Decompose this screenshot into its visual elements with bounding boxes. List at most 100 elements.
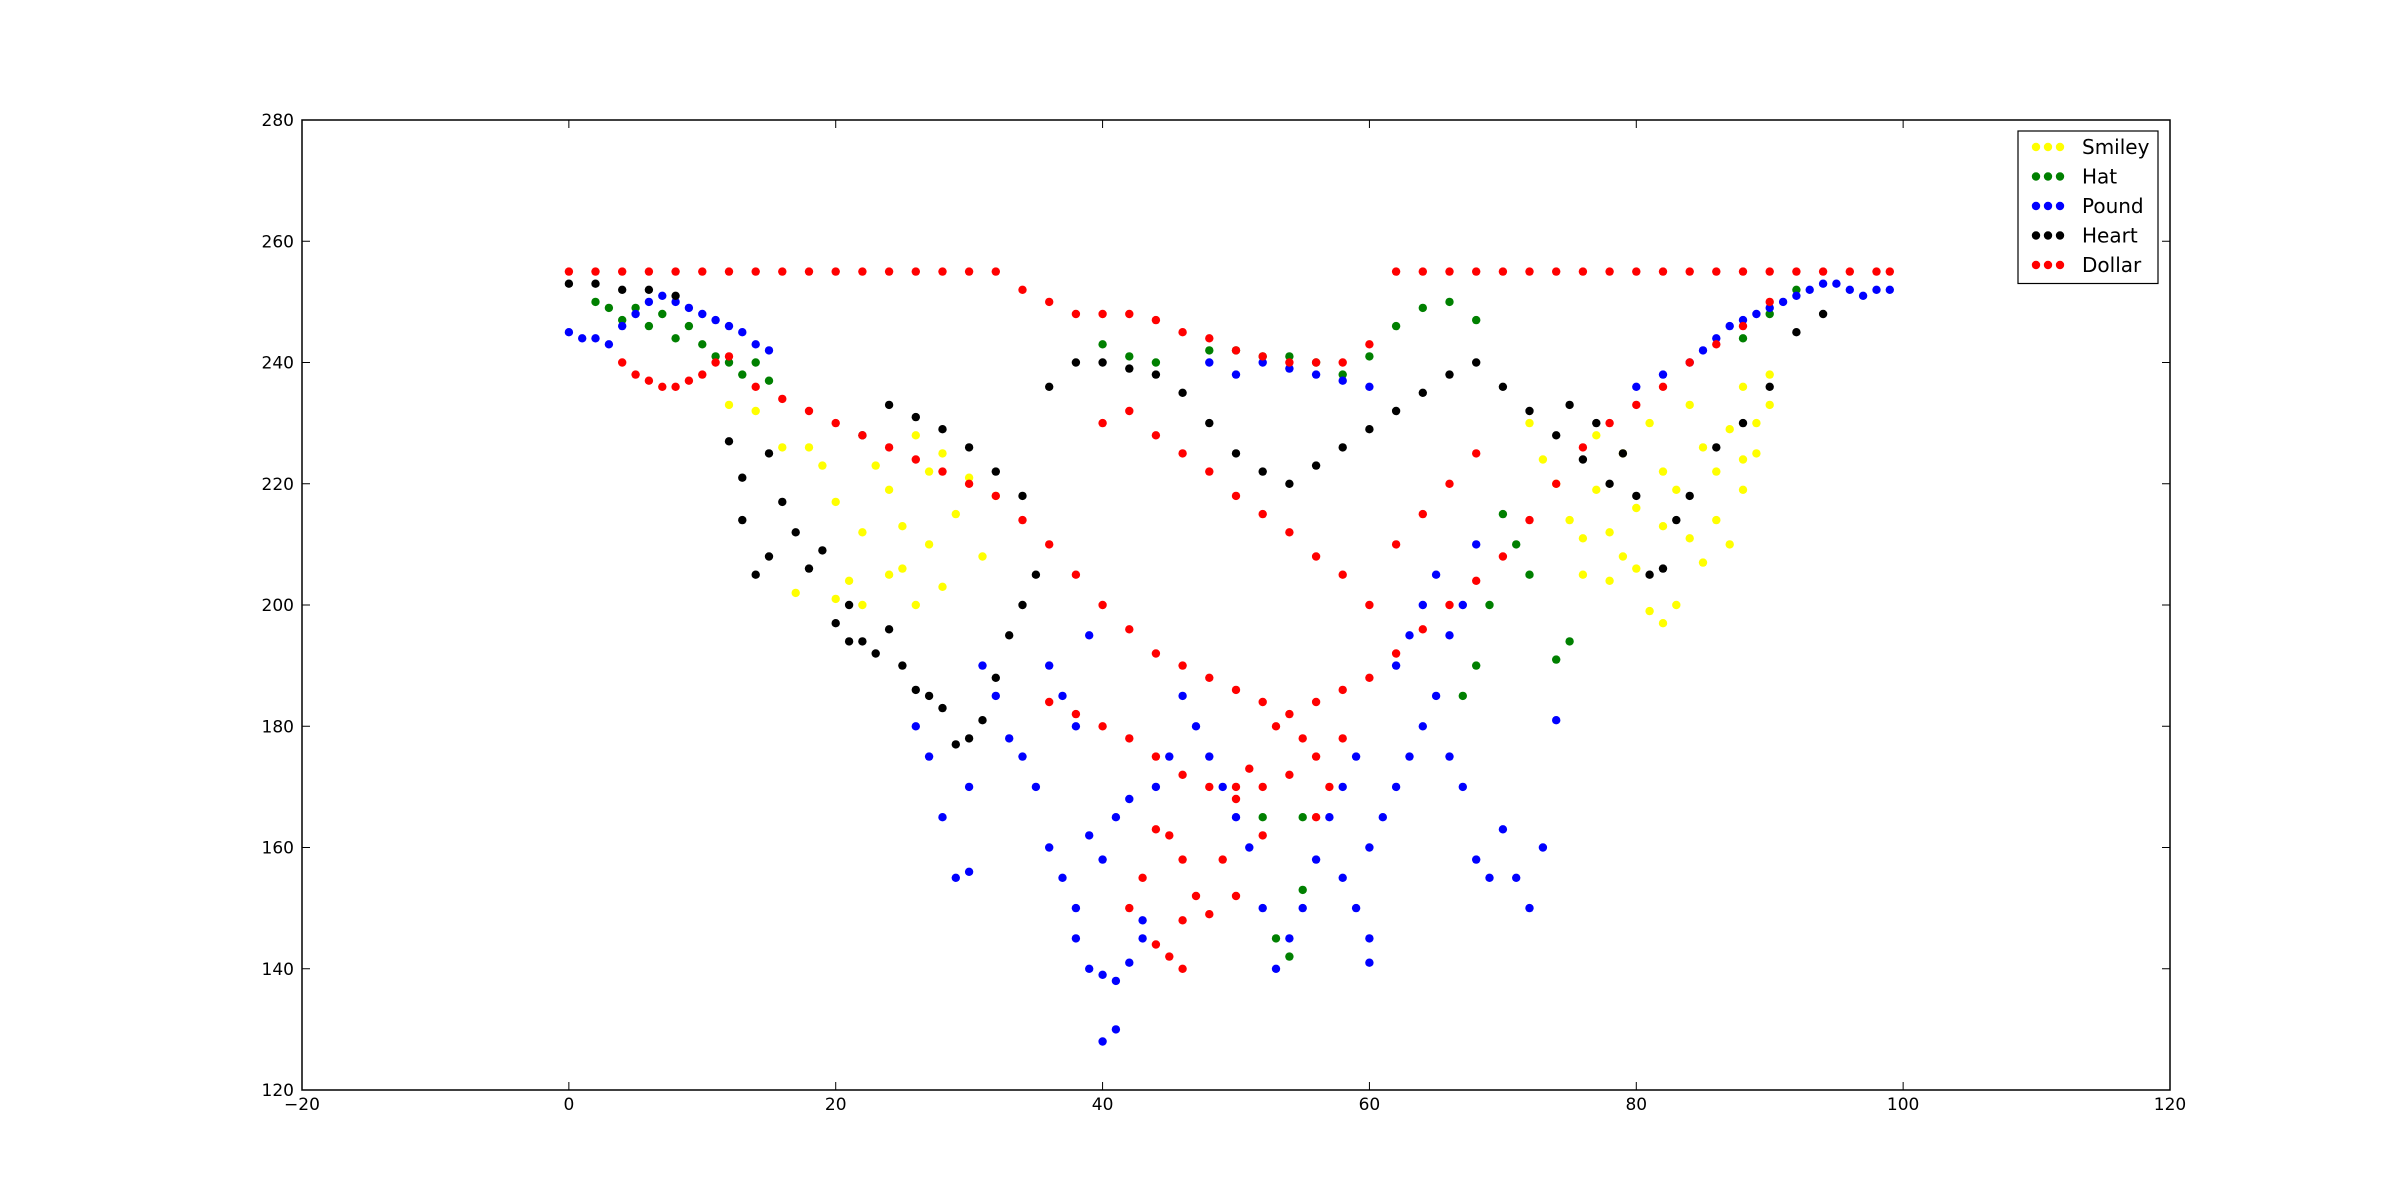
point-hat-15 [1125,352,1134,361]
point-smiley-23 [964,473,974,482]
point-pound-41 [964,867,974,876]
point-hat-30 [1525,570,1534,579]
point-heart-61 [1632,491,1641,501]
point-heart-14 [818,546,827,555]
point-pound-19 [1125,958,1134,967]
point-dollar-140 [1338,570,1347,579]
point-pound-86 [1445,631,1454,640]
x-tick-label-5: 80 [1625,1095,1647,1115]
point-smiley-59 [1752,418,1761,428]
point-pound-76 [1485,873,1494,882]
point-dollar-61 [778,394,787,404]
y-tick-label-2: 160 [262,839,294,859]
point-pound-42 [938,813,947,822]
point-pound-105 [1805,285,1814,294]
point-heart-1 [591,279,600,288]
point-dollar-52 [631,370,640,379]
point-pound-84 [1418,600,1428,610]
point-pound-104 [1792,291,1801,300]
point-pound-16 [1098,1037,1107,1046]
point-heart-36 [964,443,974,452]
point-dollar-128 [1325,782,1334,792]
point-heart-6 [738,473,747,482]
point-heart-45 [1205,418,1214,428]
point-pound-18 [1111,976,1121,986]
point-dollar-113 [1151,825,1161,834]
point-smiley-60 [1765,400,1774,410]
point-dollar-83 [1365,673,1374,682]
point-pound-52 [1218,782,1227,792]
point-dollar-117 [1191,891,1201,901]
point-heart-33 [884,400,894,410]
point-dollar-48 [1845,267,1855,276]
point-dollar-80 [1285,709,1294,719]
point-smiley-1 [751,406,760,416]
point-smiley-44 [1658,619,1668,628]
point-dollar-28 [1311,358,1321,367]
point-dollar-142 [1391,540,1401,549]
point-pound-65 [1351,903,1361,913]
point-pound-8 [671,297,680,307]
point-dollar-102 [1125,734,1134,743]
point-smiley-26 [1525,418,1534,428]
point-heart-57 [1525,406,1534,416]
data-points [564,267,1895,1046]
point-dollar-79 [1258,697,1267,707]
point-smiley-50 [1698,558,1708,567]
point-pound-85 [1431,570,1441,579]
point-smiley-34 [1605,528,1614,537]
point-heart-3 [644,285,654,294]
point-heart-18 [858,637,867,646]
point-dollar-118 [1205,910,1214,919]
point-hat-12 [751,358,760,367]
point-pound-28 [1085,831,1094,840]
point-pound-29 [1098,855,1107,864]
point-dollar-16 [991,267,1000,276]
point-smiley-46 [1672,600,1681,610]
y-tick-label-0: 120 [262,1081,294,1101]
point-pound-66 [1338,873,1347,882]
point-smiley-31 [1578,570,1588,579]
point-heart-35 [938,425,947,434]
point-heart-16 [844,600,854,610]
point-heart-62 [1658,564,1668,573]
point-pound-15 [764,346,774,355]
legend-label-hat: Hat [2082,165,2117,189]
point-pound-5 [631,309,640,319]
point-dollar-132 [1125,406,1134,416]
point-dollar-74 [1125,625,1134,634]
point-dollar-23 [1178,328,1187,337]
point-smiley-2 [778,443,787,452]
point-pound-74 [1458,782,1468,792]
point-hat-39 [1472,661,1481,670]
point-heart-17 [844,637,854,646]
y-tick-label-3: 180 [262,717,294,737]
point-pound-49 [1178,691,1187,701]
point-heart-7 [738,515,747,525]
legend: Smiley Hat Pound Heart Dollar [2017,130,2159,285]
point-pound-13 [738,328,747,337]
point-heart-65 [1645,570,1654,579]
point-dollar-129 [1258,831,1267,840]
point-hat-17 [1205,346,1214,355]
point-pound-32 [1151,782,1161,792]
y-tick-label-7: 260 [262,232,294,252]
point-smiley-38 [1632,503,1641,513]
legend-marker-pound-0 [2031,201,2041,211]
point-smiley-20 [938,449,947,458]
point-pound-82 [1391,661,1401,670]
point-smiley-57 [1738,455,1748,464]
point-dollar-38 [1578,267,1588,276]
legend-label-pound: Pound [2082,194,2144,218]
point-hat-8 [698,340,707,349]
point-dollar-24 [1205,334,1214,343]
legend-label-smiley: Smiley [2082,135,2150,159]
point-pound-35 [1018,752,1027,761]
point-smiley-12 [884,485,894,494]
point-dollar-73 [1098,600,1107,610]
point-hat-9 [711,352,720,361]
point-dollar-64 [858,431,867,440]
point-dollar-4 [671,267,680,276]
point-pound-9 [684,303,694,313]
point-dollar-12 [884,267,894,276]
